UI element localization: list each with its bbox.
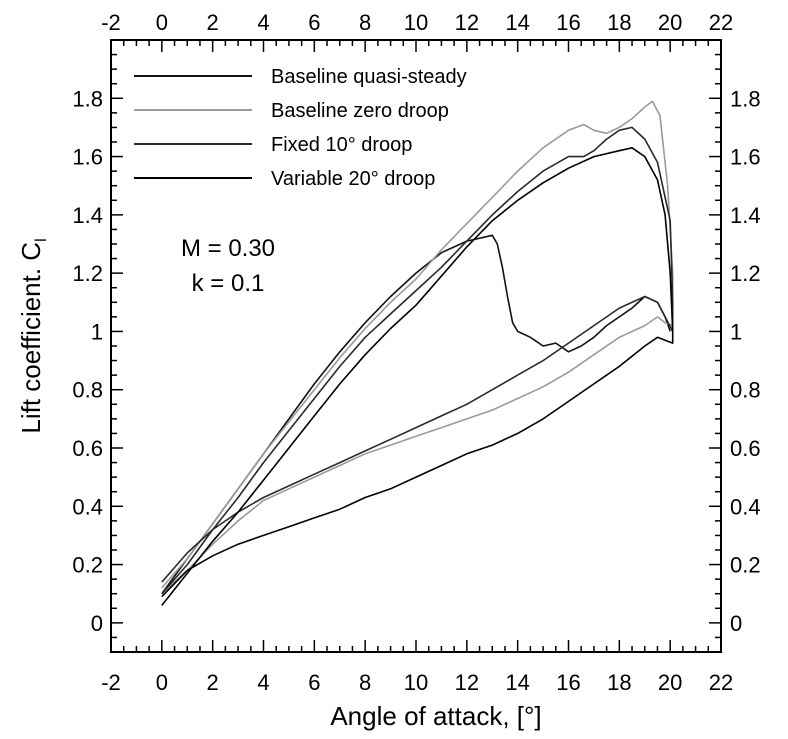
x-tick-label-top: 6 xyxy=(308,10,320,35)
x-tick-label-top: 22 xyxy=(709,10,733,35)
legend-label: Baseline zero droop xyxy=(271,100,449,122)
legend-label: Baseline quasi-steady xyxy=(271,66,467,88)
plot-frame xyxy=(110,39,722,653)
y-axis-title: Lift coefficient. Cl xyxy=(16,238,50,433)
x-tick-label-bottom: 16 xyxy=(556,670,580,695)
y-tick-label-right: 1.6 xyxy=(730,145,761,170)
y-tick-label-right: 1.4 xyxy=(730,203,761,228)
x-tick-label-top: 10 xyxy=(404,10,428,35)
x-tick-label-top: 16 xyxy=(556,10,580,35)
x-tick-label-bottom: 8 xyxy=(359,670,371,695)
y-tick-label-left: 1.8 xyxy=(72,86,103,111)
y-tick-label-left: 1.4 xyxy=(72,203,103,228)
x-tick-label-bottom: 2 xyxy=(207,670,219,695)
x-tick-label-bottom: 10 xyxy=(404,670,428,695)
svg-text:Lift coefficient. Cl: Lift coefficient. Cl xyxy=(16,238,50,433)
y-tick-label-left: 0.6 xyxy=(72,436,103,461)
annotation-reduced-frequency: k = 0.1 xyxy=(192,270,265,297)
x-tick-label-top: 2 xyxy=(207,10,219,35)
series-line-3 xyxy=(161,126,674,595)
legend-label: Fixed 10° droop xyxy=(271,134,412,156)
x-tick-label-bottom: 22 xyxy=(709,670,733,695)
tick-labels: -2-2002244668810101212141416161818202022… xyxy=(72,10,760,695)
x-tick-label-top: -2 xyxy=(101,10,121,35)
x-axis-title: Angle of attack, [°] xyxy=(330,701,541,731)
y-tick-label-left: 1.6 xyxy=(72,145,103,170)
y-tick-label-right: 0.6 xyxy=(730,436,761,461)
y-tick-label-left: 1 xyxy=(91,319,103,344)
x-tick-label-bottom: 0 xyxy=(156,670,168,695)
y-tick-label-right: 1.2 xyxy=(730,261,761,286)
axis-ticks xyxy=(110,39,722,653)
x-tick-label-bottom: 20 xyxy=(658,670,682,695)
series-line-4 xyxy=(161,147,674,606)
x-tick-label-bottom: -2 xyxy=(101,670,121,695)
y-tick-label-right: 1 xyxy=(730,319,742,344)
y-axis-title-subscript: l xyxy=(33,238,50,242)
series-layer xyxy=(161,100,674,606)
y-tick-label-right: 0 xyxy=(730,611,742,636)
x-tick-label-bottom: 14 xyxy=(505,670,529,695)
x-tick-label-top: 20 xyxy=(658,10,682,35)
y-tick-label-left: 0 xyxy=(91,611,103,636)
x-tick-label-top: 12 xyxy=(455,10,479,35)
y-axis-title-main: Lift coefficient. C xyxy=(16,242,46,434)
series-line-2 xyxy=(161,100,674,595)
x-tick-label-top: 8 xyxy=(359,10,371,35)
y-tick-label-left: 1.2 xyxy=(72,261,103,286)
y-tick-label-right: 0.4 xyxy=(730,494,761,519)
x-tick-label-top: 4 xyxy=(257,10,269,35)
legend-label: Variable 20° droop xyxy=(271,168,435,190)
x-tick-label-bottom: 12 xyxy=(455,670,479,695)
x-tick-label-bottom: 18 xyxy=(607,670,631,695)
x-tick-label-bottom: 6 xyxy=(308,670,320,695)
x-tick-label-bottom: 4 xyxy=(257,670,269,695)
y-tick-label-left: 0.4 xyxy=(72,494,103,519)
y-tick-label-right: 1.8 xyxy=(730,86,761,111)
y-tick-label-right: 0.8 xyxy=(730,378,761,403)
y-tick-label-left: 0.8 xyxy=(72,378,103,403)
y-tick-label-left: 0.2 xyxy=(72,553,103,578)
y-tick-label-right: 0.2 xyxy=(730,553,761,578)
series-line-1 xyxy=(161,234,671,595)
legend: Baseline quasi-steady Baseline zero droop… xyxy=(134,66,467,190)
x-tick-label-top: 0 xyxy=(156,10,168,35)
x-tick-label-top: 18 xyxy=(607,10,631,35)
annotation-mach: M = 0.30 xyxy=(181,235,275,262)
x-tick-label-top: 14 xyxy=(505,10,529,35)
